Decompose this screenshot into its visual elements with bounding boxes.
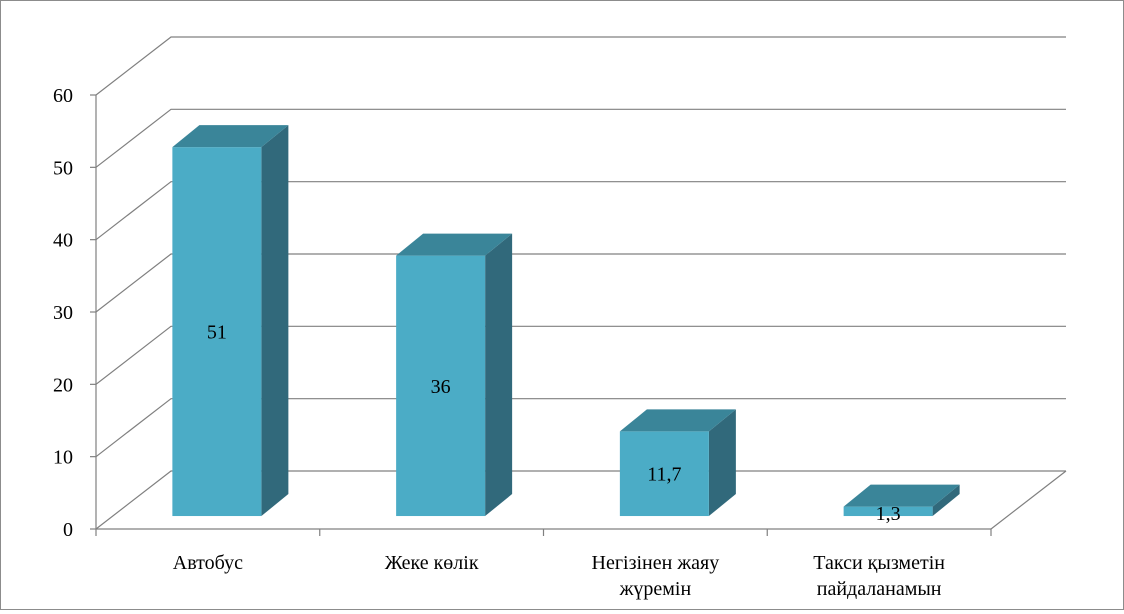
gridlines <box>95 36 1067 530</box>
gridline-0 <box>95 470 1066 530</box>
bar-1 <box>396 255 486 517</box>
bar-0 <box>172 147 262 517</box>
y-tick-label: 60 <box>53 85 73 107</box>
bar-top-2 <box>619 409 736 432</box>
y-tick-label: 10 <box>53 447 73 469</box>
gridline-60 <box>95 36 1066 96</box>
bar-side-3 <box>932 484 960 517</box>
gridline-20 <box>95 325 1066 385</box>
gridline-10 <box>95 398 1066 458</box>
bar-side-1 <box>485 233 513 517</box>
y-tick-label: 50 <box>53 157 73 179</box>
axes <box>90 94 992 536</box>
bar-top-1 <box>396 233 513 256</box>
gridline-40 <box>95 181 1066 241</box>
y-tick-label: 40 <box>53 230 73 252</box>
labels: 0 10 20 30 40 50 60 51 Автобус 36 Жеке көлік 11,7 Не… <box>53 85 945 600</box>
x-tick-label-0: Автобус <box>173 552 243 574</box>
data-label-3: 1,3 <box>876 503 901 525</box>
bars <box>172 125 960 517</box>
x-tick-label-1: Жеке көлік <box>385 552 479 574</box>
y-tick-label: 0 <box>63 519 73 541</box>
bar-top-3 <box>843 484 960 507</box>
gridline-30 <box>95 253 1066 313</box>
bar-2 <box>619 431 709 517</box>
bar-top-0 <box>172 125 289 148</box>
y-tick-label: 20 <box>53 374 73 396</box>
x-tick-label-3: Такси қызметін пайдаланамын <box>813 552 945 600</box>
x-tick-label-2: Негізінен жаяу жүремін <box>592 552 720 600</box>
data-label-0: 51 <box>207 322 227 344</box>
data-label-1: 36 <box>431 376 451 398</box>
bar-3 <box>843 506 933 517</box>
floor-right-edge <box>990 470 1067 530</box>
gridline-50 <box>95 108 1066 168</box>
data-label-2: 11,7 <box>647 464 681 486</box>
y-tick-label: 30 <box>53 302 73 324</box>
bar-side-0 <box>261 125 289 517</box>
bar-side-2 <box>708 409 736 517</box>
